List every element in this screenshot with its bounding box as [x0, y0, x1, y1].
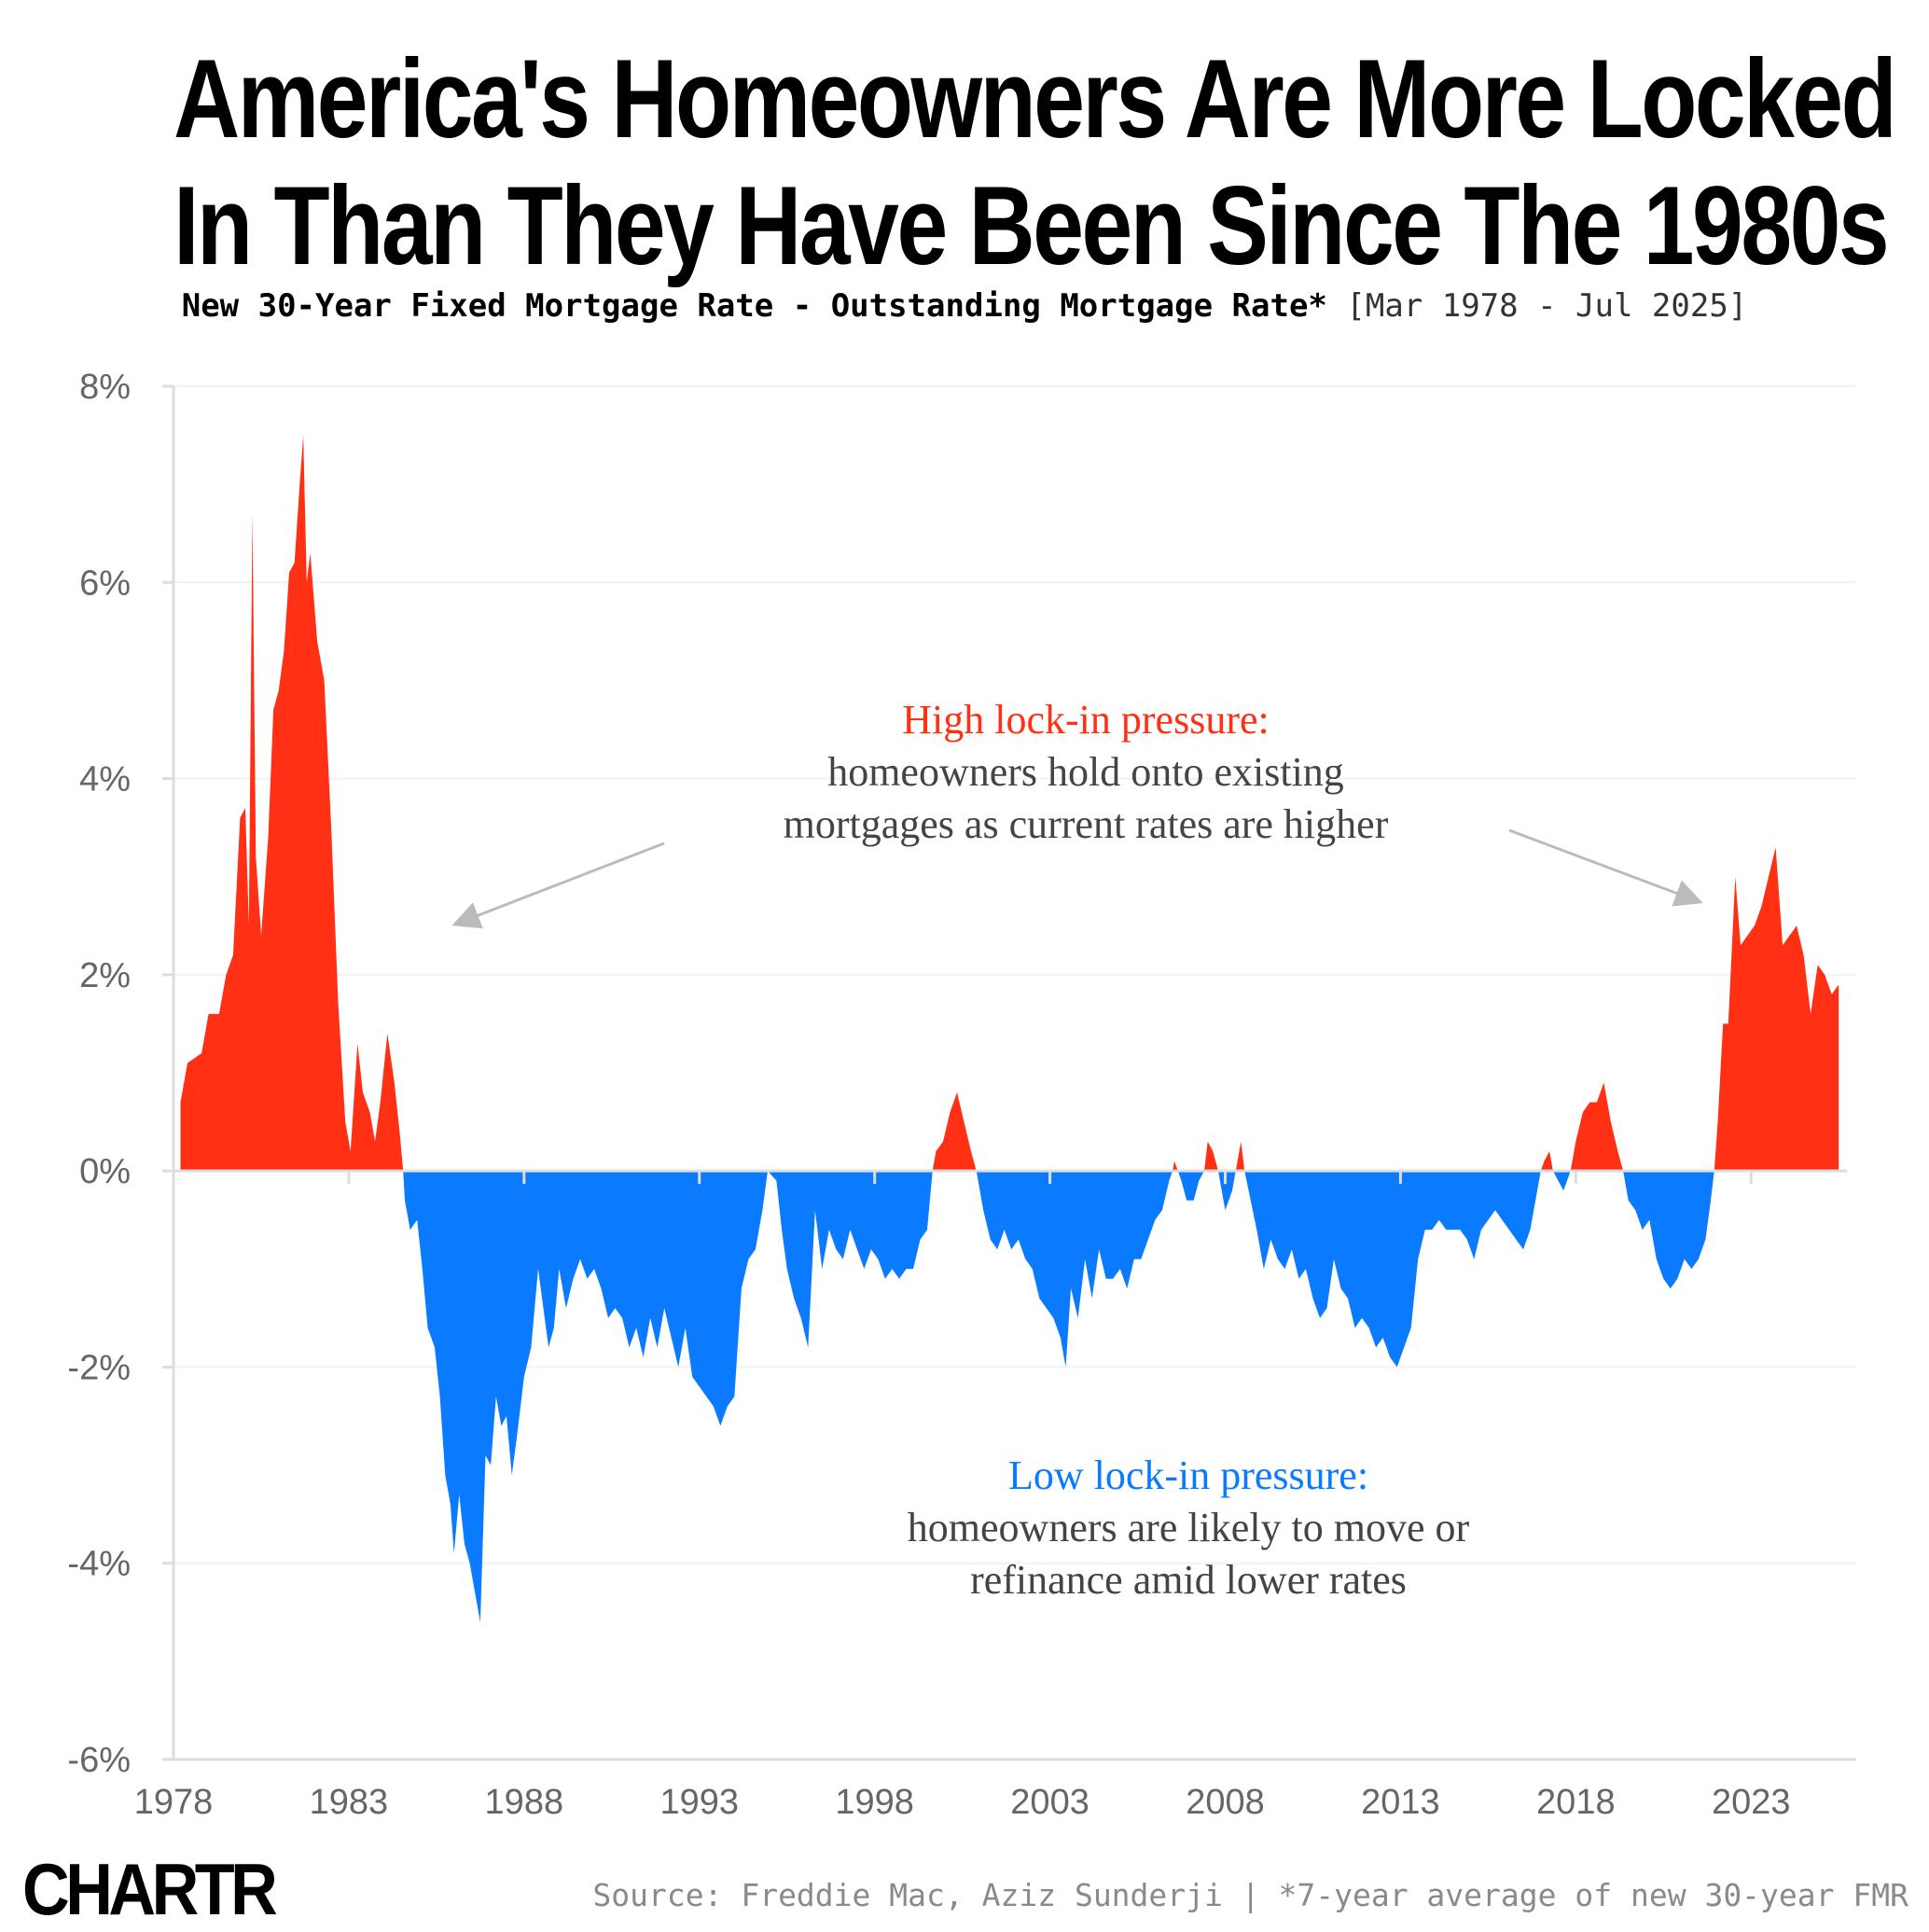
low-lock-in-line-2: refinance amid lower rates	[970, 1557, 1407, 1603]
positive-area-segment	[932, 1092, 977, 1172]
y-tick-label: 8%	[79, 368, 131, 407]
y-tick-label: -6%	[67, 1741, 131, 1780]
high-lock-in-annotation: High lock-in pressure: homeowners hold o…	[784, 697, 1389, 847]
x-tick-label: 1998	[835, 1783, 914, 1822]
high-lock-in-line-2: mortgages as current rates are higher	[784, 801, 1389, 847]
area-series	[180, 435, 1839, 1622]
chart-title-line-2: In Than They Have Been Since The 1980s	[173, 163, 1889, 288]
chart-title-line-1: America's Homeowners Are More Locked	[173, 36, 1897, 161]
high-lock-in-line-1: homeowners hold onto existing	[827, 749, 1344, 795]
y-tick-label: 4%	[79, 760, 131, 799]
negative-area-segment	[1552, 1171, 1571, 1191]
positive-area-segment	[1570, 1082, 1624, 1172]
positive-area-segment	[1714, 847, 1839, 1172]
axes	[172, 386, 1856, 1761]
negative-area-segment	[1623, 1171, 1714, 1289]
positive-area-segment	[180, 435, 404, 1172]
x-tick-label: 2003	[1010, 1783, 1089, 1822]
chart-title: America's Homeowners Are More Locked In …	[0, 35, 1929, 289]
negative-area-segment	[1244, 1171, 1541, 1368]
chartr-logo: CHARTR	[22, 1848, 278, 1930]
subtitle-text: New 30-Year Fixed Mortgage Rate - Outsta…	[181, 287, 1327, 325]
positive-area-segment	[1540, 1151, 1553, 1172]
y-tick-labels: -6% -4% -2% 0% 2% 4% 6% 8%	[67, 368, 173, 1780]
y-tick-label: -4%	[67, 1545, 131, 1584]
positive-area-segment	[1173, 1161, 1178, 1172]
y-tick-label: 2%	[79, 956, 131, 995]
negative-area-segment	[768, 1171, 933, 1348]
high-lock-in-title: High lock-in pressure:	[902, 697, 1269, 743]
x-tick-label: 1978	[134, 1783, 214, 1822]
right-arrow	[1508, 828, 1703, 907]
negative-area-segment	[976, 1171, 1173, 1368]
low-lock-in-line-1: homeowners are likely to move or	[908, 1505, 1470, 1550]
low-lock-in-annotation: Low lock-in pressure: homeowners are lik…	[908, 1452, 1470, 1603]
positive-area-segment	[1235, 1141, 1245, 1172]
x-tick-label: 2018	[1536, 1783, 1616, 1822]
x-tick-label: 2013	[1361, 1783, 1440, 1822]
x-tick-labels: 1978 1983 1988 1993 1998 2003 2008 2013 2018 2023	[134, 1171, 1791, 1822]
y-tick-label: 0%	[79, 1152, 131, 1191]
positive-area-segment	[1204, 1141, 1218, 1172]
x-tick-label: 1988	[485, 1783, 564, 1822]
x-tick-label: 1983	[310, 1783, 389, 1822]
x-tick-label: 2023	[1712, 1783, 1791, 1822]
left-arrow	[451, 841, 665, 929]
gridlines	[173, 385, 1856, 1760]
y-tick-label: -2%	[67, 1348, 131, 1387]
source-note: Source: Freddie Mac, Aziz Sunderji | *7-…	[592, 1877, 1908, 1913]
x-tick-label: 1993	[659, 1783, 739, 1822]
negative-area-segment	[403, 1171, 768, 1622]
negative-area-segment	[1218, 1171, 1236, 1211]
low-lock-in-title: Low lock-in pressure:	[1008, 1452, 1368, 1498]
chart-subtitle: New 30-Year Fixed Mortgage Rate - Outsta…	[0, 287, 1929, 325]
x-tick-label: 2008	[1186, 1783, 1265, 1822]
y-tick-label: 6%	[79, 563, 131, 603]
negative-area-segment	[1177, 1171, 1204, 1201]
subtitle-date-range: [Mar 1978 - Jul 2025]	[1346, 287, 1748, 325]
